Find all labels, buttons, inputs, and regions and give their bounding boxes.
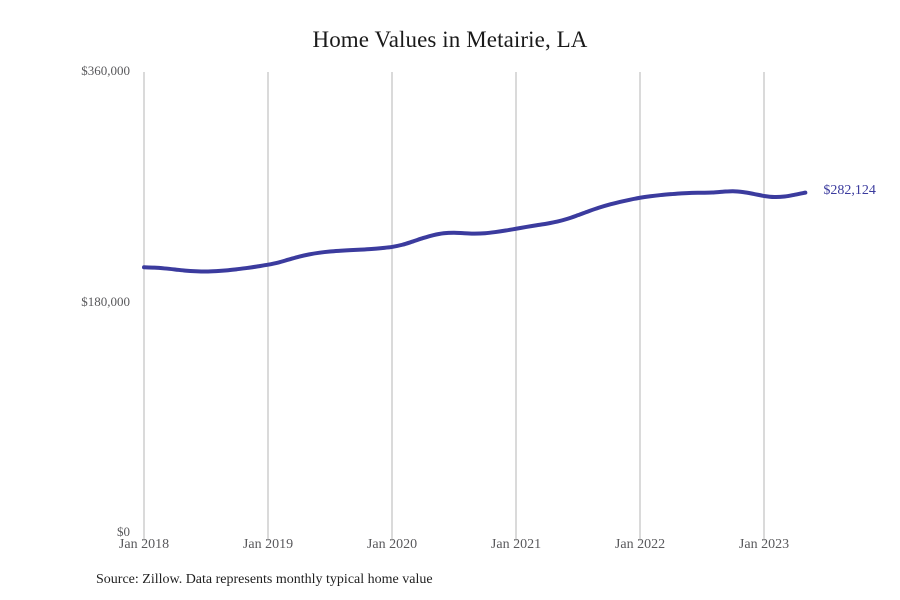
x-tick-label-jan-2019: Jan 2019 — [242, 537, 294, 552]
end-value-label: $282,124 — [823, 182, 876, 198]
x-tick-label-jan-2022: Jan 2022 — [614, 537, 666, 552]
gridlines-group — [143, 72, 765, 541]
y-tick-label-360000: $360,000 — [81, 63, 130, 78]
y-tick-label-0: $0 — [117, 524, 130, 539]
x-tick-label-jan-2020: Jan 2020 — [366, 537, 418, 552]
source-note: Source: Zillow. Data represents monthly … — [96, 572, 433, 587]
x-tick-label-jan-2018: Jan 2018 — [118, 537, 170, 552]
chart-title: Home Values in Metairie, LA — [312, 27, 588, 52]
x-tick-label-jan-2023: Jan 2023 — [738, 537, 790, 552]
series-line-typical-home-value — [142, 189, 808, 274]
x-tick-label-jan-2021: Jan 2021 — [490, 537, 542, 552]
y-tick-label-180000: $180,000 — [81, 293, 130, 309]
